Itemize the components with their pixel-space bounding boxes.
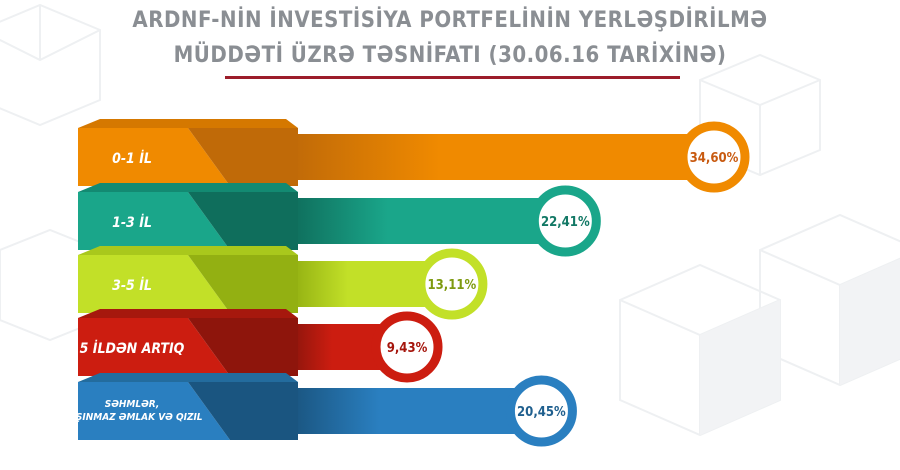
title-underline: [225, 76, 680, 79]
bar-block-front: [78, 128, 230, 186]
bar-block-top: [78, 309, 298, 318]
value-circle: [529, 185, 601, 257]
value-label: 9,43%: [387, 341, 428, 356]
category-label: 3-5 İL: [112, 277, 152, 294]
category-label: 0-1 İL: [112, 150, 152, 167]
value-label: 34,60%: [690, 151, 739, 166]
bar-block-front: [78, 255, 230, 313]
value-label: 22,41%: [541, 215, 590, 230]
bar-block-top: [78, 183, 298, 192]
value-label: 13,11%: [428, 278, 477, 293]
chart-title-line-1: ARDNF-NİN İNVESTİSİYA PORTFELİNİN YERLƏŞ…: [132, 8, 768, 33]
bar-block-side: [188, 382, 298, 440]
value-circle: [371, 311, 443, 383]
bar-block-front: [78, 318, 230, 376]
chart-title-line-2: MÜDDƏTİ ÜZRƏ TƏSNİFATI (30.06.16 TARİXİN…: [173, 43, 727, 68]
bar: [292, 198, 566, 244]
bar-block-top: [78, 246, 298, 255]
category-label: 1-3 İL: [112, 214, 152, 231]
category-label: 5 İLDƏN ARTIQ: [80, 340, 185, 357]
category-label: SƏHMLƏR, DAŞINMAZ ƏMLAK VƏ QIZIL: [61, 399, 202, 423]
bar: [292, 134, 714, 180]
value-label: 20,45%: [517, 405, 566, 420]
bar-block-top: [78, 373, 298, 382]
bar-block-front: [78, 382, 230, 440]
bar: [292, 388, 542, 434]
bar-block-front: [78, 192, 230, 250]
bar-block-top: [78, 119, 298, 128]
value-circle: [416, 248, 488, 320]
bar-block-side: [188, 318, 298, 376]
value-circle: [505, 375, 577, 447]
bar-block-side: [188, 128, 298, 186]
value-circle: [678, 121, 750, 193]
bar-block-side: [188, 255, 298, 313]
bar-block-side: [188, 192, 298, 250]
